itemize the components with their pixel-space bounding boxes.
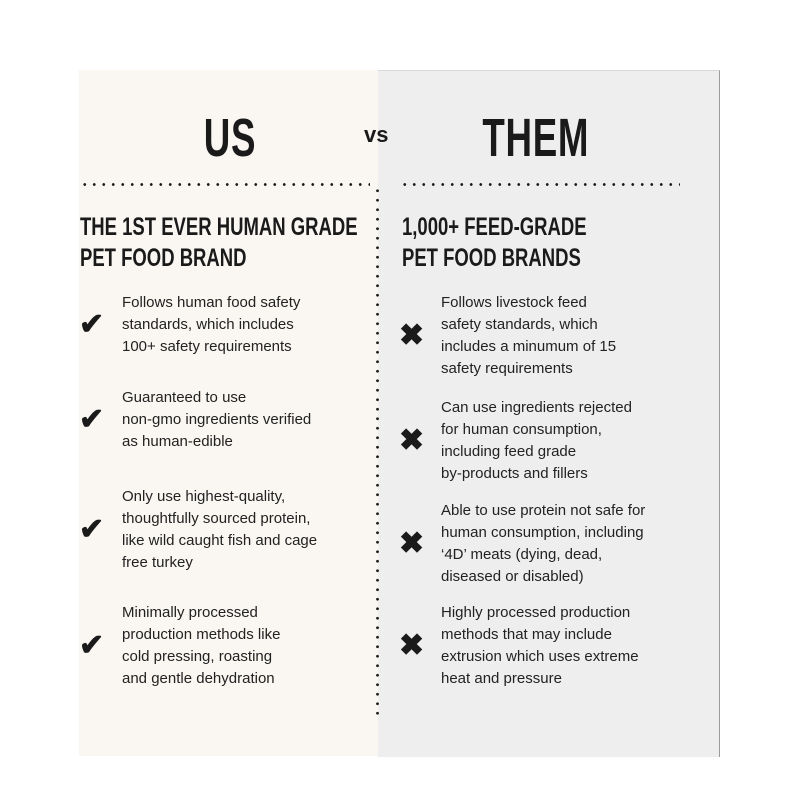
x-icon: ✖ bbox=[399, 424, 425, 457]
check-icon: ✔ bbox=[79, 403, 105, 436]
item-line: methods that may include bbox=[441, 626, 612, 643]
item-line: cold pressing, roasting bbox=[122, 648, 273, 665]
check-icon: ✔ bbox=[79, 513, 105, 546]
us-divider bbox=[80, 183, 370, 186]
item-line: 100+ safety requirements bbox=[122, 338, 292, 355]
item-line: Can use ingredients rejected bbox=[441, 399, 632, 416]
item-line: ‘4D’ meats (dying, dead, bbox=[441, 546, 603, 563]
us-subtitle-line: PET FOOD BRAND bbox=[80, 244, 247, 272]
center-divider bbox=[376, 186, 379, 716]
them-item: Follows livestock feed safety standards, … bbox=[441, 292, 616, 380]
us-subtitle-line: THE 1ST EVER HUMAN GRADE bbox=[80, 213, 358, 241]
item-line: production methods like bbox=[122, 626, 281, 643]
item-line: Follows human food safety bbox=[122, 294, 301, 311]
us-item: Guaranteed to use non-gmo ingredients ver… bbox=[122, 387, 311, 453]
item-line: extrusion which uses extreme bbox=[441, 648, 639, 665]
item-line: and gentle dehydration bbox=[122, 670, 275, 687]
item-line: Highly processed production bbox=[441, 604, 631, 621]
item-line: heat and pressure bbox=[441, 670, 562, 687]
x-icon: ✖ bbox=[399, 319, 425, 352]
item-line: Only use highest-quality, bbox=[122, 488, 286, 505]
item-line: standards, which includes bbox=[122, 316, 294, 333]
us-title: US bbox=[203, 108, 257, 168]
them-title: THEM bbox=[482, 108, 590, 168]
item-line: includes a minumum of 15 bbox=[441, 338, 617, 355]
item-line: Able to use protein not safe for bbox=[441, 502, 646, 519]
them-subtitle-line: PET FOOD BRANDS bbox=[402, 244, 581, 272]
item-line: human consumption, including bbox=[441, 524, 644, 541]
them-subtitle: 1,000+ FEED-GRADE PET FOOD BRANDS bbox=[402, 212, 587, 274]
us-item: Minimally processed production methods li… bbox=[122, 602, 280, 690]
them-item: Can use ingredients rejected for human co… bbox=[441, 397, 632, 485]
check-icon: ✔ bbox=[79, 629, 105, 662]
us-subtitle: THE 1ST EVER HUMAN GRADE PET FOOD BRAND bbox=[80, 212, 358, 274]
item-line: Minimally processed bbox=[122, 604, 258, 621]
item-line: Follows livestock feed bbox=[441, 294, 587, 311]
item-line: as human-edible bbox=[122, 433, 233, 450]
us-item: Follows human food safety standards, whic… bbox=[122, 292, 300, 358]
item-line: for human consumption, bbox=[441, 421, 602, 438]
item-line: non-gmo ingredients verified bbox=[122, 411, 312, 428]
them-item: Able to use protein not safe for human co… bbox=[441, 500, 645, 588]
item-line: thoughtfully sourced protein, bbox=[122, 510, 311, 527]
item-line: safety standards, which bbox=[441, 316, 598, 333]
x-icon: ✖ bbox=[399, 527, 425, 560]
item-line: including feed grade bbox=[441, 443, 577, 460]
item-line: free turkey bbox=[122, 554, 193, 571]
vs-label: vs bbox=[364, 122, 389, 147]
them-item: Highly processed production methods that … bbox=[441, 602, 639, 690]
item-line: diseased or disabled) bbox=[441, 568, 584, 585]
item-line: safety requirements bbox=[441, 360, 573, 377]
them-divider bbox=[400, 183, 680, 186]
them-subtitle-line: 1,000+ FEED-GRADE bbox=[402, 213, 587, 241]
item-line: like wild caught fish and cage bbox=[122, 532, 318, 549]
us-item: Only use highest-quality, thoughtfully so… bbox=[122, 486, 317, 574]
x-icon: ✖ bbox=[399, 629, 425, 662]
item-line: by-products and fillers bbox=[441, 465, 588, 482]
check-icon: ✔ bbox=[79, 308, 105, 341]
item-line: Guaranteed to use bbox=[122, 389, 247, 406]
